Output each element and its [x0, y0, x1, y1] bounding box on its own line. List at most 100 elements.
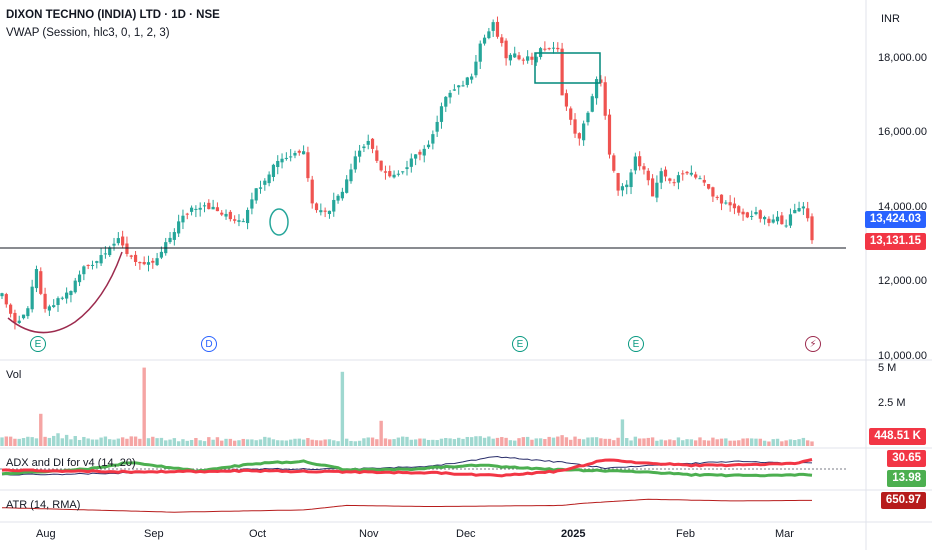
- volume-bar: [13, 438, 17, 446]
- volume-bar: [17, 438, 21, 446]
- volume-bar: [47, 437, 52, 446]
- volume-bar: [754, 438, 758, 446]
- candle-body: [780, 215, 784, 225]
- atr-pane-label[interactable]: ATR (14, RMA): [6, 499, 81, 511]
- candle-body: [9, 304, 13, 314]
- adx-pane-label[interactable]: ADX and DI for v4 (14, 20): [6, 457, 136, 469]
- volume-bar: [767, 441, 771, 446]
- volume-bar: [556, 436, 560, 446]
- volume-bar: [215, 437, 220, 446]
- volume-bar: [495, 437, 500, 446]
- volume-bar: [534, 438, 538, 446]
- volume-bar: [164, 440, 168, 446]
- volume-bar: [581, 439, 586, 446]
- candle-body: [573, 119, 577, 134]
- candle-body: [133, 254, 138, 263]
- candle-body: [30, 286, 34, 310]
- candle-body: [668, 178, 672, 181]
- volume-bar: [594, 437, 599, 446]
- earnings-marker-icon[interactable]: E: [512, 336, 528, 352]
- candle-body: [116, 238, 120, 244]
- candle-body: [758, 210, 762, 219]
- volume-bar: [508, 440, 513, 446]
- candle-body: [258, 187, 263, 189]
- candle-body: [551, 47, 556, 49]
- candle-body: [422, 148, 426, 156]
- volume-bar: [198, 440, 202, 446]
- earnings-marker-icon[interactable]: E: [30, 336, 46, 352]
- candle-body: [250, 199, 254, 209]
- volume-bar: [672, 440, 676, 446]
- candle-body: [69, 291, 73, 296]
- volume-bar: [732, 440, 737, 446]
- volume-bar: [194, 437, 198, 446]
- volume-bar: [431, 439, 435, 446]
- candle-body: [435, 121, 439, 132]
- volume-bar: [745, 438, 750, 446]
- volume-bar: [478, 436, 482, 446]
- highlight-circle: [269, 208, 289, 236]
- volume-bar: [392, 439, 396, 446]
- candle-body: [470, 76, 474, 80]
- candle-body: [405, 167, 409, 170]
- candle-body: [65, 292, 69, 299]
- candle-body: [534, 56, 538, 63]
- candle-body: [194, 208, 198, 210]
- price-tick: 14,000.00: [878, 200, 927, 213]
- volume-bar: [90, 439, 95, 446]
- candle-body: [375, 150, 379, 161]
- volume-bar: [607, 438, 612, 446]
- volume-bar: [426, 439, 431, 446]
- candle-body: [280, 158, 284, 163]
- candle-body: [177, 221, 181, 234]
- candle-body: [439, 106, 444, 122]
- earnings-marker-icon[interactable]: E: [628, 336, 644, 352]
- volume-bar: [155, 438, 159, 446]
- candle-body: [73, 280, 77, 293]
- candle-body: [414, 154, 418, 159]
- volume-bar: [211, 439, 215, 446]
- volume-bar: [258, 439, 263, 446]
- volume-bar: [237, 440, 241, 446]
- volume-bar: [461, 438, 465, 446]
- split-marker-icon[interactable]: ⚡: [805, 336, 821, 352]
- candle-body: [26, 308, 30, 317]
- volume-bar: [82, 436, 86, 446]
- candle-body: [172, 232, 176, 240]
- rounding-bottom-arc: [7, 251, 123, 334]
- time-axis-label: Nov: [359, 528, 379, 540]
- dividend-marker-icon[interactable]: D: [201, 336, 217, 352]
- volume-bar: [737, 440, 741, 446]
- volume-bar: [659, 439, 663, 446]
- candle-body: [108, 247, 112, 256]
- candle-body: [185, 213, 189, 215]
- volume-bar: [116, 438, 121, 446]
- volume-bar: [724, 438, 728, 446]
- candle-body: [681, 173, 685, 175]
- candle-body: [4, 294, 8, 305]
- vwap-indicator-label[interactable]: VWAP (Session, hlc3, 0, 1, 2, 3): [6, 27, 170, 39]
- candle-body: [517, 55, 521, 60]
- candle-body: [702, 179, 706, 183]
- candle-body: [263, 180, 267, 185]
- candle-body: [77, 274, 82, 283]
- volume-bar: [146, 438, 151, 446]
- volume-bar: [349, 440, 353, 446]
- currency-label[interactable]: INR: [881, 13, 900, 25]
- volume-bar: [64, 434, 69, 446]
- candle-body: [353, 156, 357, 170]
- candle-body: [745, 212, 749, 218]
- candle-body: [444, 96, 448, 107]
- volume-bar: [263, 436, 267, 446]
- volume-last-badge: 448.51 K: [869, 428, 926, 445]
- candle-body: [396, 173, 400, 175]
- candle-body: [181, 215, 185, 223]
- volume-bar: [633, 436, 638, 446]
- volume-pane-label[interactable]: Vol: [6, 369, 22, 381]
- volume-bar: [314, 440, 319, 446]
- candle-body: [95, 261, 99, 263]
- candle-body: [629, 172, 633, 188]
- candle-body: [121, 236, 125, 246]
- volume-bar: [60, 438, 65, 446]
